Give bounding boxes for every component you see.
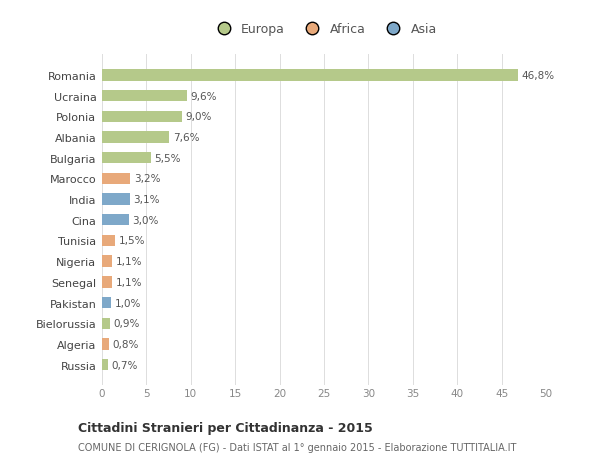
Bar	[102, 359, 108, 370]
Bar	[102, 70, 518, 81]
Text: 9,6%: 9,6%	[191, 91, 217, 101]
Text: 0,9%: 0,9%	[113, 319, 140, 329]
Legend: Europa, Africa, Asia: Europa, Africa, Asia	[206, 18, 442, 41]
Bar	[102, 112, 182, 123]
Bar	[102, 256, 112, 267]
Bar	[102, 339, 109, 350]
Text: 3,1%: 3,1%	[133, 195, 160, 205]
Bar	[102, 277, 112, 288]
Text: 5,5%: 5,5%	[154, 153, 181, 163]
Text: 0,7%: 0,7%	[112, 360, 138, 370]
Text: 1,1%: 1,1%	[115, 257, 142, 267]
Text: COMUNE DI CERIGNOLA (FG) - Dati ISTAT al 1° gennaio 2015 - Elaborazione TUTTITAL: COMUNE DI CERIGNOLA (FG) - Dati ISTAT al…	[78, 442, 517, 452]
Text: 7,6%: 7,6%	[173, 133, 200, 143]
Text: 3,0%: 3,0%	[132, 215, 158, 225]
Text: 46,8%: 46,8%	[521, 71, 554, 81]
Bar	[102, 215, 128, 226]
Bar	[102, 235, 115, 246]
Bar	[102, 91, 187, 102]
Bar	[102, 297, 111, 308]
Bar	[102, 153, 151, 164]
Text: 9,0%: 9,0%	[185, 112, 212, 122]
Text: 1,0%: 1,0%	[115, 298, 141, 308]
Text: Cittadini Stranieri per Cittadinanza - 2015: Cittadini Stranieri per Cittadinanza - 2…	[78, 421, 373, 434]
Bar	[102, 318, 110, 329]
Text: 0,8%: 0,8%	[113, 339, 139, 349]
Text: 3,2%: 3,2%	[134, 174, 160, 184]
Text: 1,5%: 1,5%	[119, 236, 145, 246]
Bar	[102, 132, 169, 143]
Bar	[102, 174, 130, 185]
Text: 1,1%: 1,1%	[115, 277, 142, 287]
Bar	[102, 194, 130, 205]
